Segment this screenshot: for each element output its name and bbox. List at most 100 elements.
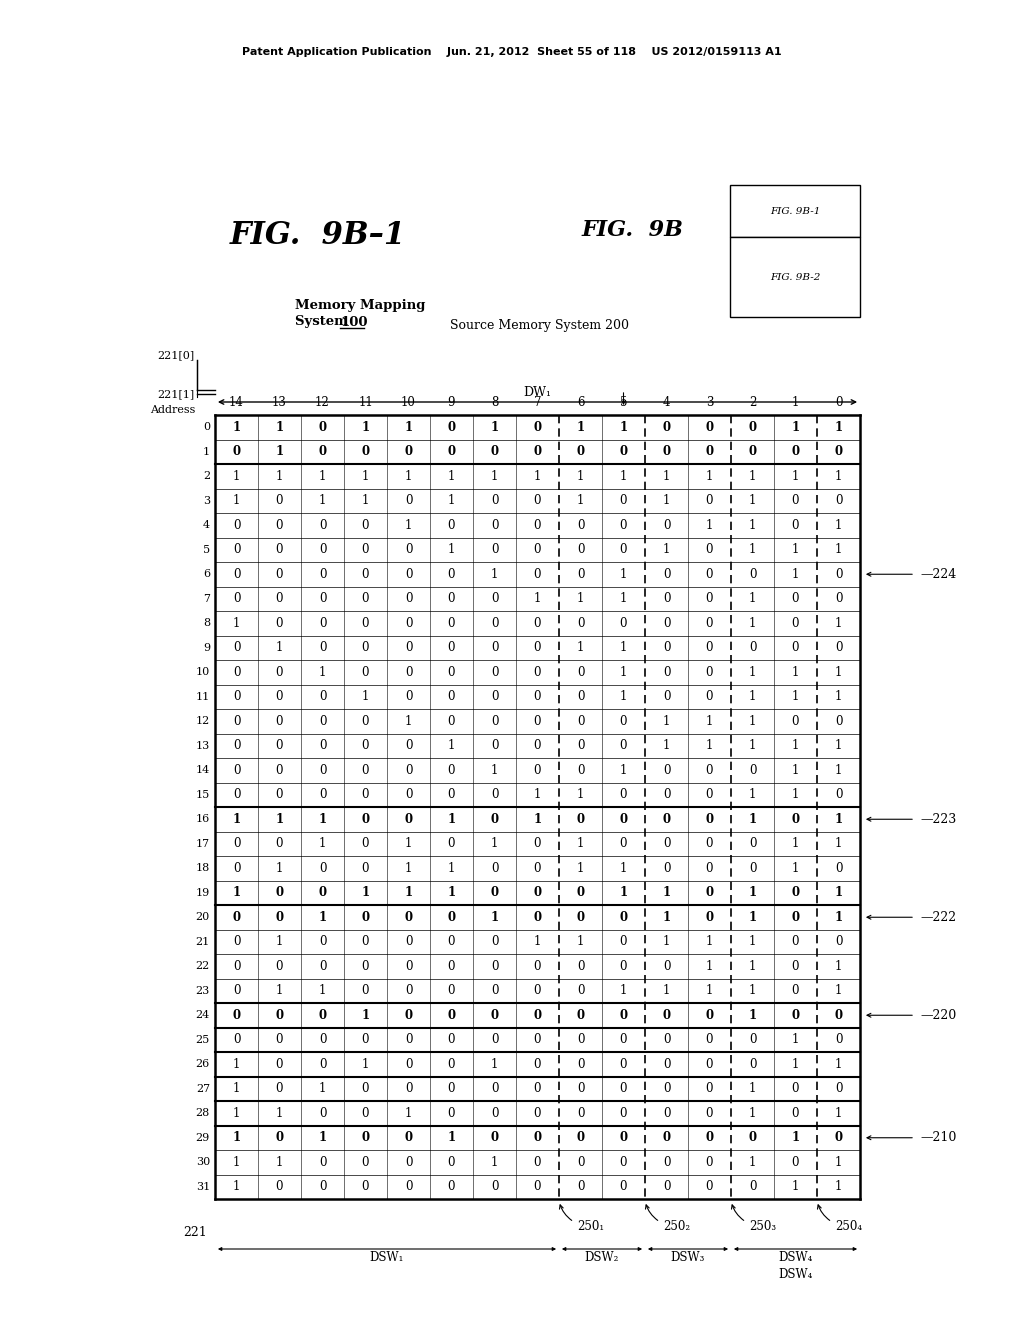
Text: 0: 0 <box>318 1034 327 1047</box>
Text: 0: 0 <box>404 642 413 655</box>
Text: 1: 1 <box>275 445 284 458</box>
Text: 1: 1 <box>318 813 327 826</box>
Text: 1: 1 <box>620 886 628 899</box>
Text: 1: 1 <box>749 985 756 997</box>
Text: 0: 0 <box>663 1156 671 1168</box>
Text: 0: 0 <box>577 690 585 704</box>
Text: 17: 17 <box>196 838 210 849</box>
Text: 0: 0 <box>447 568 456 581</box>
Text: 0: 0 <box>490 886 499 899</box>
Text: 1: 1 <box>534 593 542 606</box>
Text: 1: 1 <box>706 985 713 997</box>
Text: 1: 1 <box>318 837 327 850</box>
Text: 1: 1 <box>620 862 627 875</box>
Text: 0: 0 <box>534 739 542 752</box>
Text: 0: 0 <box>404 960 413 973</box>
Text: 0: 0 <box>792 1082 800 1096</box>
Text: 1: 1 <box>275 985 284 997</box>
Text: 0: 0 <box>792 1106 800 1119</box>
Text: 1: 1 <box>663 470 670 483</box>
Text: 0: 0 <box>361 764 370 776</box>
Text: 0: 0 <box>447 1008 456 1022</box>
Text: 1: 1 <box>361 470 370 483</box>
Text: 0: 0 <box>275 911 284 924</box>
Text: 0: 0 <box>232 1034 241 1047</box>
Text: 0: 0 <box>534 642 542 655</box>
Text: 1: 1 <box>663 985 670 997</box>
Text: 8: 8 <box>203 618 210 628</box>
Text: 1: 1 <box>835 544 842 556</box>
Text: 0: 0 <box>318 519 327 532</box>
Text: 0: 0 <box>275 494 284 507</box>
Text: 0: 0 <box>706 421 714 434</box>
Text: 0: 0 <box>620 1180 628 1193</box>
Text: 1: 1 <box>792 470 799 483</box>
Text: 0: 0 <box>490 616 499 630</box>
Text: 0: 0 <box>663 788 671 801</box>
Text: 1: 1 <box>835 470 842 483</box>
Text: 24: 24 <box>196 1010 210 1020</box>
Text: DW₁: DW₁ <box>523 385 552 399</box>
Text: 0: 0 <box>361 911 370 924</box>
Text: 0: 0 <box>577 616 585 630</box>
Text: 1: 1 <box>490 470 499 483</box>
Text: 0: 0 <box>663 764 671 776</box>
Text: 0: 0 <box>490 985 499 997</box>
Text: —222: —222 <box>920 911 956 924</box>
Text: 0: 0 <box>232 739 241 752</box>
Text: 0: 0 <box>361 445 370 458</box>
Text: 0: 0 <box>577 1180 585 1193</box>
Text: 0: 0 <box>620 1131 628 1144</box>
Text: 1: 1 <box>835 519 842 532</box>
Text: 0: 0 <box>232 665 241 678</box>
Text: 1: 1 <box>792 1180 799 1193</box>
Text: 11: 11 <box>196 692 210 702</box>
Text: 0: 0 <box>361 544 370 556</box>
Text: 15: 15 <box>196 789 210 800</box>
Text: 1: 1 <box>749 470 756 483</box>
Text: 1: 1 <box>404 862 413 875</box>
Text: Address: Address <box>150 405 195 414</box>
Text: 0: 0 <box>447 593 456 606</box>
Text: 0: 0 <box>361 665 370 678</box>
Text: Patent Application Publication    Jun. 21, 2012  Sheet 55 of 118    US 2012/0159: Patent Application Publication Jun. 21, … <box>243 48 781 57</box>
Text: 1: 1 <box>490 837 499 850</box>
Text: 0: 0 <box>620 936 628 948</box>
Text: 0: 0 <box>663 1034 671 1047</box>
Text: 0: 0 <box>447 1106 456 1119</box>
Text: 0: 0 <box>318 421 327 434</box>
Text: 0: 0 <box>447 690 456 704</box>
Text: 0: 0 <box>318 1008 327 1022</box>
Text: 0: 0 <box>663 1131 671 1144</box>
Text: 22: 22 <box>196 961 210 972</box>
Text: 0: 0 <box>749 1180 757 1193</box>
Text: 0: 0 <box>534 544 542 556</box>
Text: 0: 0 <box>706 764 714 776</box>
Text: 0: 0 <box>318 1106 327 1119</box>
Text: 1: 1 <box>577 470 584 483</box>
Text: 0: 0 <box>577 519 585 532</box>
Text: 1: 1 <box>835 960 842 973</box>
Text: 1: 1 <box>620 642 627 655</box>
Text: 0: 0 <box>447 1057 456 1071</box>
Text: 0: 0 <box>318 445 327 458</box>
Text: 1: 1 <box>835 764 842 776</box>
Text: 0: 0 <box>577 714 585 727</box>
Text: 16: 16 <box>196 814 210 824</box>
Text: 7: 7 <box>534 396 542 409</box>
Text: 0: 0 <box>534 421 542 434</box>
Text: 1: 1 <box>792 690 799 704</box>
Text: 0: 0 <box>490 494 499 507</box>
Text: 0: 0 <box>706 911 714 924</box>
Text: 0: 0 <box>534 665 542 678</box>
Text: 1: 1 <box>275 813 284 826</box>
Text: System: System <box>295 315 352 329</box>
Text: 0: 0 <box>275 544 284 556</box>
Text: 21: 21 <box>196 937 210 946</box>
Text: 0: 0 <box>749 1131 757 1144</box>
Text: 0: 0 <box>620 1082 628 1096</box>
Text: 0: 0 <box>620 788 628 801</box>
Text: 0: 0 <box>706 1082 714 1096</box>
Text: 0: 0 <box>620 714 628 727</box>
Text: 1: 1 <box>447 544 456 556</box>
